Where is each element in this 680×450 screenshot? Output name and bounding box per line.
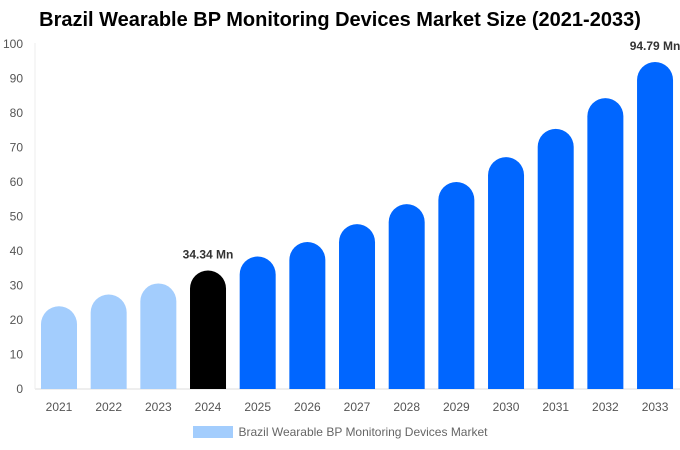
x-tick-label: 2028 <box>393 400 420 414</box>
y-tick-label: 0 <box>16 382 23 396</box>
x-tick-label: 2025 <box>244 400 271 414</box>
bar-2022 <box>90 294 127 389</box>
bar-2028 <box>388 204 425 389</box>
legend: Brazil Wearable BP Monitoring Devices Ma… <box>0 425 680 439</box>
bar-2029 <box>438 182 475 389</box>
x-tick-label: 2026 <box>294 400 321 414</box>
bar-2025 <box>239 256 276 389</box>
data-label: 34.34 Mn <box>183 248 234 262</box>
y-tick-label: 10 <box>10 348 24 362</box>
bar-2024 <box>190 270 227 389</box>
y-tick-label: 30 <box>10 279 24 293</box>
bar-2023 <box>140 283 177 389</box>
y-tick-label: 40 <box>10 244 24 258</box>
x-tick-label: 2031 <box>542 400 569 414</box>
x-tick-label: 2030 <box>493 400 520 414</box>
y-tick-label: 60 <box>10 175 24 189</box>
x-tick-label: 2029 <box>443 400 470 414</box>
y-tick-label: 90 <box>10 72 24 86</box>
bar-2021 <box>41 306 77 389</box>
legend-swatch <box>192 426 233 438</box>
bar-2031 <box>537 128 574 389</box>
y-tick-label: 50 <box>10 210 24 224</box>
bar-2030 <box>488 157 525 389</box>
x-tick-label: 2027 <box>344 400 371 414</box>
chart-title: Brazil Wearable BP Monitoring Devices Ma… <box>39 9 641 31</box>
x-tick-label: 2032 <box>592 400 619 414</box>
y-tick-label: 80 <box>10 106 24 120</box>
data-label: 94.79 Mn <box>630 39 680 53</box>
x-tick-label: 2022 <box>95 400 122 414</box>
bar-2032 <box>587 98 624 389</box>
x-tick-label: 2024 <box>195 400 222 414</box>
bar-2026 <box>289 242 326 389</box>
legend-label: Brazil Wearable BP Monitoring Devices Ma… <box>238 425 488 439</box>
x-tick-label: 2021 <box>46 400 73 414</box>
y-tick-label: 70 <box>10 141 24 155</box>
bar-2033 <box>637 61 674 390</box>
y-tick-label: 100 <box>3 37 23 51</box>
bar-2027 <box>339 224 376 389</box>
x-tick-label: 2023 <box>145 400 172 414</box>
x-tick-label: 2033 <box>642 400 669 414</box>
y-tick-label: 20 <box>10 313 24 327</box>
